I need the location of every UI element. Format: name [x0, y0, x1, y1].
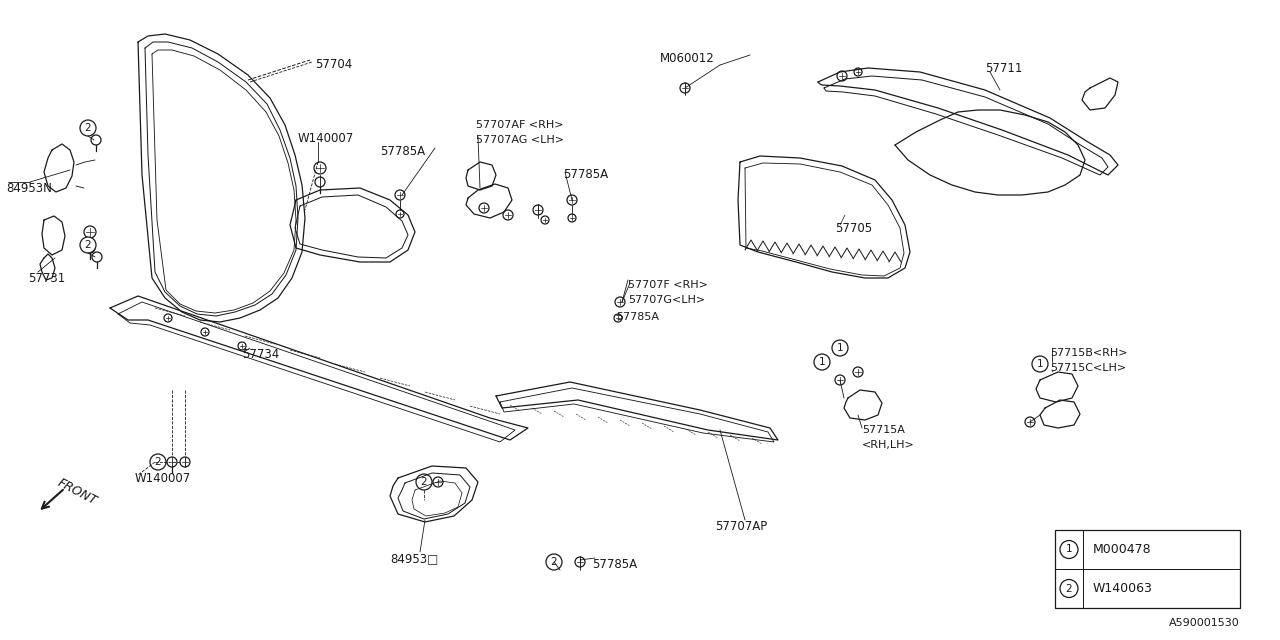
Circle shape: [201, 328, 209, 336]
Text: 57707F <RH>: 57707F <RH>: [628, 280, 708, 290]
Circle shape: [852, 367, 863, 377]
Text: 2: 2: [155, 457, 161, 467]
Text: 84953N: 84953N: [6, 182, 52, 195]
Circle shape: [164, 314, 172, 322]
Circle shape: [854, 68, 861, 76]
Text: W140063: W140063: [1093, 582, 1153, 595]
Text: 57715B<RH>: 57715B<RH>: [1050, 348, 1128, 358]
Circle shape: [396, 210, 404, 218]
Text: 1: 1: [837, 343, 844, 353]
Text: 57707AG <LH>: 57707AG <LH>: [476, 135, 564, 145]
Circle shape: [1032, 356, 1048, 372]
Text: 57707G<LH>: 57707G<LH>: [628, 295, 705, 305]
Circle shape: [532, 205, 543, 215]
Text: 2: 2: [84, 240, 91, 250]
Text: 1: 1: [1037, 359, 1043, 369]
Circle shape: [92, 252, 102, 262]
Circle shape: [832, 340, 849, 356]
Text: W140007: W140007: [134, 472, 191, 485]
Circle shape: [680, 83, 690, 93]
Text: 2: 2: [550, 557, 557, 567]
Circle shape: [315, 177, 325, 187]
Circle shape: [614, 314, 622, 322]
Circle shape: [503, 210, 513, 220]
Text: 57704: 57704: [315, 58, 352, 71]
Circle shape: [567, 195, 577, 205]
Text: FRONT: FRONT: [55, 476, 99, 508]
Circle shape: [547, 554, 562, 570]
Text: 57715C<LH>: 57715C<LH>: [1050, 363, 1126, 373]
Bar: [1055, 530, 1240, 608]
Text: 57715A: 57715A: [861, 425, 905, 435]
Text: 57707AP: 57707AP: [716, 520, 767, 533]
Text: 57707AF <RH>: 57707AF <RH>: [476, 120, 563, 130]
Circle shape: [1060, 579, 1078, 598]
Circle shape: [314, 162, 326, 174]
Circle shape: [238, 342, 246, 350]
Text: <RH,LH>: <RH,LH>: [861, 440, 915, 450]
Circle shape: [79, 237, 96, 253]
Circle shape: [180, 457, 189, 467]
Circle shape: [433, 477, 443, 487]
Text: 2: 2: [84, 123, 91, 133]
Circle shape: [575, 557, 585, 567]
Circle shape: [396, 190, 404, 200]
Text: 57785A: 57785A: [563, 168, 608, 181]
Text: 1: 1: [1066, 545, 1073, 554]
Circle shape: [814, 354, 829, 370]
Circle shape: [479, 203, 489, 213]
Circle shape: [84, 243, 95, 253]
Text: A590001530: A590001530: [1169, 618, 1240, 628]
Circle shape: [84, 226, 96, 238]
Circle shape: [416, 474, 433, 490]
Text: 57705: 57705: [835, 222, 872, 235]
Circle shape: [835, 375, 845, 385]
Circle shape: [614, 297, 625, 307]
Text: 57785A: 57785A: [380, 145, 425, 158]
Circle shape: [568, 214, 576, 222]
Text: 57711: 57711: [986, 62, 1023, 75]
Text: 57785A: 57785A: [591, 558, 637, 571]
Text: W140007: W140007: [298, 132, 355, 145]
Text: 57734: 57734: [242, 348, 279, 361]
Text: 57731: 57731: [28, 272, 65, 285]
Circle shape: [79, 120, 96, 136]
Circle shape: [91, 135, 101, 145]
Text: 2: 2: [1066, 584, 1073, 593]
Circle shape: [1060, 541, 1078, 559]
Text: M000478: M000478: [1093, 543, 1152, 556]
Text: M060012: M060012: [660, 52, 714, 65]
Circle shape: [541, 216, 549, 224]
Circle shape: [150, 454, 166, 470]
Text: 2: 2: [421, 477, 428, 487]
Circle shape: [837, 71, 847, 81]
Text: 84953□: 84953□: [390, 552, 438, 565]
Circle shape: [166, 457, 177, 467]
Text: 57785A: 57785A: [616, 312, 659, 322]
Circle shape: [1025, 417, 1036, 427]
Text: 1: 1: [819, 357, 826, 367]
